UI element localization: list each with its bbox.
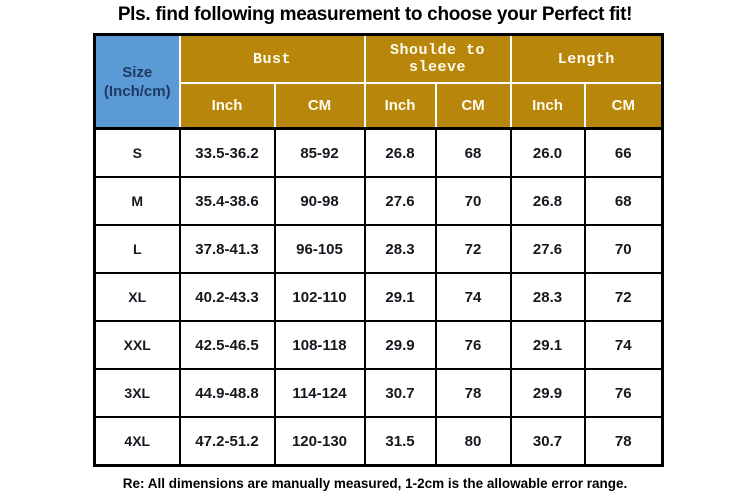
subheader-sts-inch: Inch (363, 82, 437, 130)
subheader-bust-inch: Inch (178, 82, 276, 130)
col-group-bust: Bust (178, 33, 366, 84)
length-cm: 72 (583, 272, 664, 322)
page-title: Pls. find following measurement to choos… (117, 4, 633, 25)
size-label: S (93, 127, 181, 178)
group-header-row: Size (Inch/cm) Bust Shoulde to sleeve Le… (93, 33, 664, 130)
subheader-length-cm: CM (583, 82, 664, 130)
table-row-s: S 33.5-36.2 85-92 26.8 68 26.0 66 (93, 127, 664, 178)
length-cm: 74 (583, 320, 664, 370)
unit-header-row: Inch CM Inch CM Inch CM (95, 82, 664, 130)
subheader-sts-cm: CM (434, 82, 512, 130)
length-cm: 68 (583, 176, 664, 226)
sts-cm: 68 (434, 127, 512, 178)
bust-inch: 44.9-48.8 (178, 368, 276, 418)
bust-cm: 114-124 (273, 368, 366, 418)
length-inch: 26.0 (509, 127, 586, 178)
subheader-bust-cm: CM (273, 82, 366, 130)
subheader-length-inch: Inch (509, 82, 586, 130)
sts-cm: 70 (434, 176, 512, 226)
sts-inch: 31.5 (363, 416, 437, 467)
sts-inch: 29.1 (363, 272, 437, 322)
bust-inch: 37.8-41.3 (178, 224, 276, 274)
size-label: XXL (93, 320, 181, 370)
bust-cm: 96-105 (273, 224, 366, 274)
length-inch: 27.6 (509, 224, 586, 274)
size-chart-table: Size (Inch/cm) Bust Shoulde to sleeve Le… (93, 33, 665, 467)
sts-cm: 72 (434, 224, 512, 274)
length-cm: 78 (583, 416, 664, 467)
sts-cm: 80 (434, 416, 512, 467)
bust-inch: 42.5-46.5 (178, 320, 276, 370)
table-row-l: L 37.8-41.3 96-105 28.3 72 27.6 70 (93, 224, 664, 274)
bust-cm: 85-92 (273, 127, 366, 178)
sts-cm: 74 (434, 272, 512, 322)
size-chart: Size (Inch/cm) Bust Shoulde to sleeve Le… (93, 33, 665, 467)
length-inch: 26.8 (509, 176, 586, 226)
sts-inch: 30.7 (363, 368, 437, 418)
length-inch: 30.7 (509, 416, 586, 467)
bust-inch: 40.2-43.3 (178, 272, 276, 322)
length-cm: 76 (583, 368, 664, 418)
bust-inch: 35.4-38.6 (178, 176, 276, 226)
table-row-m: M 35.4-38.6 90-98 27.6 70 26.8 68 (93, 176, 664, 226)
length-cm: 66 (583, 127, 664, 178)
bust-cm: 120-130 (273, 416, 366, 467)
sts-inch: 26.8 (363, 127, 437, 178)
bust-inch: 33.5-36.2 (178, 127, 276, 178)
size-label: 3XL (93, 368, 181, 418)
length-inch: 29.1 (509, 320, 586, 370)
bust-cm: 90-98 (273, 176, 366, 226)
length-cm: 70 (583, 224, 664, 274)
size-corner-line2: (Inch/cm) (103, 82, 171, 100)
table-row-xl: XL 40.2-43.3 102-110 29.1 74 28.3 72 (93, 272, 664, 322)
size-label: M (93, 176, 181, 226)
footer-note: Re: All dimensions are manually measured… (122, 476, 628, 491)
sts-inch: 28.3 (363, 224, 437, 274)
size-corner-header: Size (Inch/cm) (93, 33, 181, 130)
length-inch: 28.3 (509, 272, 586, 322)
sts-inch: 29.9 (363, 320, 437, 370)
size-label: L (93, 224, 181, 274)
col-group-length: Length (509, 33, 664, 84)
sts-cm: 78 (434, 368, 512, 418)
table-row-xxl: XXL 42.5-46.5 108-118 29.9 76 29.1 74 (93, 320, 664, 370)
table-row-3xl: 3XL 44.9-48.8 114-124 30.7 78 29.9 76 (93, 368, 664, 418)
length-inch: 29.9 (509, 368, 586, 418)
sts-inch: 27.6 (363, 176, 437, 226)
bust-inch: 47.2-51.2 (178, 416, 276, 467)
table-row-4xl: 4XL 47.2-51.2 120-130 31.5 80 30.7 78 (93, 416, 664, 467)
sts-cm: 76 (434, 320, 512, 370)
size-label: 4XL (93, 416, 181, 467)
col-group-shoulder-to-sleeve: Shoulde to sleeve (363, 33, 512, 84)
bust-cm: 108-118 (273, 320, 366, 370)
size-label: XL (93, 272, 181, 322)
bust-cm: 102-110 (273, 272, 366, 322)
size-corner-line1: Size (122, 63, 153, 81)
